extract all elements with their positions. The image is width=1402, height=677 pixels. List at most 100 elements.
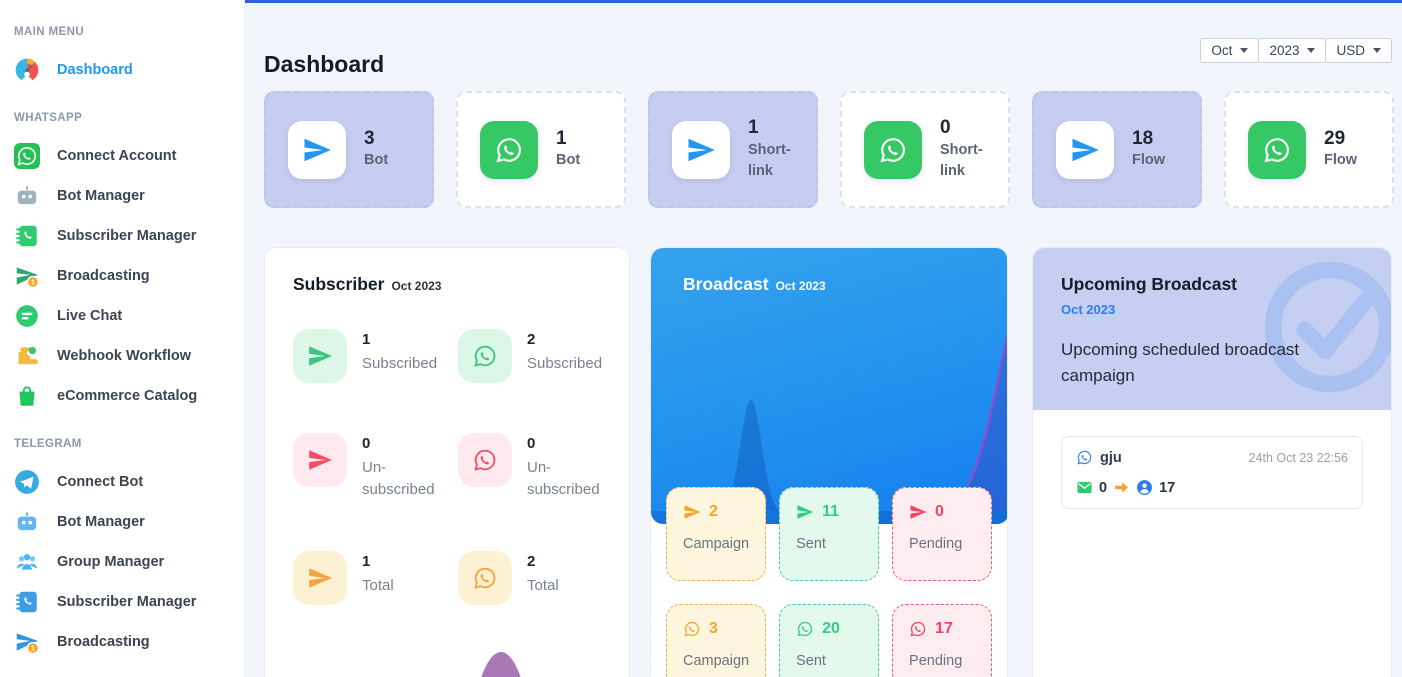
contacts-book-icon: [14, 589, 40, 615]
sidebar: MAIN MENU Dashboard WHATSAPP Connect Acc…: [0, 0, 245, 677]
telegram-plane-icon: [293, 329, 347, 383]
sidebar-item-wa-subscriber-manager[interactable]: Subscriber Manager: [0, 216, 244, 256]
stat-value: 0: [940, 117, 951, 139]
paper-plane-coin-icon: [14, 629, 40, 655]
stat-card-whatsapp-flow: 29 Flow: [1224, 91, 1394, 208]
sidebar-item-label: Live Chat: [57, 308, 123, 324]
sidebar-item-tg-connect-bot[interactable]: Connect Bot: [0, 462, 244, 502]
stat-value: 0: [362, 435, 371, 452]
stat-card-whatsapp-bot: 1 Bot: [456, 91, 626, 208]
sent-count: 0: [1099, 479, 1108, 496]
sidebar-item-label: Bot Manager: [57, 188, 145, 204]
sidebar-item-wa-live-chat[interactable]: Live Chat: [0, 296, 244, 336]
broadcast-chart-card: Broadcast Oct 2023: [651, 248, 1007, 524]
telegram-plane-icon: [288, 120, 346, 179]
sidebar-item-label: Connect Account: [57, 148, 177, 164]
robot-icon: [14, 509, 40, 535]
stat-value: 2: [527, 552, 536, 570]
campaign-name: gju: [1100, 449, 1122, 466]
telegram-plane-icon: [684, 505, 701, 519]
stat-value: 1: [556, 127, 567, 149]
sidebar-item-label: Broadcasting: [57, 268, 150, 284]
stat-cards-row: 3 Bot 1 Bot 1 Short-link 0 Short-link: [264, 91, 1394, 208]
upcoming-broadcast-list-item[interactable]: gju 24th Oct 23 22:56 0 17: [1061, 436, 1363, 509]
stat-label: Total: [527, 576, 559, 594]
stat-label: Bot: [364, 152, 389, 169]
whatsapp-icon: [910, 621, 926, 637]
subscriber-panel-title: Subscriber: [293, 274, 385, 294]
whatsapp-icon: [458, 550, 512, 605]
chat-bubble-icon: [14, 303, 40, 329]
stat-value: 0: [935, 503, 944, 520]
filter-group: Oct 2023 USD: [1200, 38, 1392, 63]
envelope-icon: [1076, 481, 1093, 494]
whatsapp-icon: [1248, 120, 1306, 179]
stat-label: Un-subscribed: [527, 459, 600, 498]
sidebar-item-label: eCommerce Catalog: [57, 388, 198, 404]
stat-label: Subscribed: [362, 355, 438, 372]
sidebar-item-tg-subscriber-manager[interactable]: Subscriber Manager: [0, 582, 244, 622]
year-filter-dropdown[interactable]: 2023: [1258, 38, 1327, 63]
puzzle-icon: [14, 343, 40, 369]
subscriber-area-chart: [481, 652, 521, 677]
stat-value: 17: [935, 620, 953, 637]
currency-filter-dropdown[interactable]: USD: [1325, 38, 1392, 63]
month-filter-dropdown[interactable]: Oct: [1200, 38, 1260, 63]
broadcast-panel-period: Oct 2023: [775, 279, 826, 293]
broadcast-stats-grid: 2 Campaign 11 Sent 0 Pending 3 Campai: [651, 487, 1007, 677]
telegram-plane-icon: [797, 505, 814, 519]
sidebar-item-wa-connect-account[interactable]: Connect Account: [0, 136, 244, 176]
subscriber-stat-telegram-subscribed: 1 Subscribed: [293, 329, 448, 383]
whatsapp-icon: [864, 120, 922, 179]
stat-card-telegram-flow: 18 Flow: [1032, 91, 1202, 208]
upcoming-broadcast-description: Upcoming scheduled broadcast campaign: [1061, 340, 1300, 385]
telegram-icon: [14, 469, 40, 495]
section-label-whatsapp: WHATSAPP: [14, 112, 83, 124]
sidebar-item-tg-group-manager[interactable]: Group Manager: [0, 542, 244, 582]
stat-card-whatsapp-shortlink: 0 Short-link: [840, 91, 1010, 208]
sidebar-item-wa-bot-manager[interactable]: Bot Manager: [0, 176, 244, 216]
whatsapp-icon: [458, 433, 512, 487]
month-filter-value: Oct: [1211, 43, 1233, 58]
section-label-main-menu: MAIN MENU: [14, 26, 85, 38]
year-filter-value: 2023: [1269, 43, 1300, 58]
subscriber-stat-whatsapp-subscribed: 2 Subscribed: [458, 329, 613, 383]
sidebar-item-tg-bot-manager[interactable]: Bot Manager: [0, 502, 244, 542]
stat-value: 20: [822, 620, 840, 637]
sidebar-item-dashboard[interactable]: Dashboard: [0, 50, 244, 90]
stat-value: 29: [1324, 127, 1346, 149]
upcoming-broadcast-title: Upcoming Broadcast: [1061, 274, 1237, 294]
broadcast-stat-telegram-pending: 0 Pending: [892, 487, 992, 581]
subscriber-stat-telegram-unsubscribed: 0 Un-subscribed: [293, 433, 448, 501]
stat-value: 3: [364, 127, 375, 149]
subscriber-panel: Subscriber Oct 2023 1 Subscribed 2 Subscr…: [264, 247, 630, 677]
sidebar-item-tg-broadcasting[interactable]: Broadcasting: [0, 622, 244, 662]
check-circle-icon: [1264, 261, 1391, 393]
stat-label: Pending: [909, 536, 963, 552]
person-circle-icon: [1137, 480, 1153, 495]
whatsapp-icon: [14, 143, 40, 169]
broadcast-stat-whatsapp-campaign: 3 Campaign: [666, 604, 767, 677]
sidebar-item-wa-webhook-workflow[interactable]: Webhook Workflow: [0, 336, 244, 376]
arrow-right-icon: [1115, 482, 1128, 493]
whatsapp-icon: [797, 621, 813, 637]
chevron-down-icon: [1240, 48, 1249, 53]
broadcast-stat-telegram-sent: 11 Sent: [779, 487, 880, 581]
stat-value: 2: [709, 503, 718, 520]
section-label-telegram: TELEGRAM: [14, 438, 82, 450]
stat-value: 1: [362, 552, 371, 570]
robot-icon: [14, 183, 40, 209]
sidebar-item-label: Webhook Workflow: [57, 348, 191, 364]
stat-label: Short-link: [748, 141, 791, 179]
sidebar-item-wa-ecommerce-catalog[interactable]: eCommerce Catalog: [0, 376, 244, 416]
whatsapp-icon: [480, 120, 538, 179]
stat-label: Sent: [796, 536, 826, 552]
subscriber-stat-telegram-total: 1 Total: [293, 550, 448, 605]
sidebar-item-label: Subscriber Manager: [57, 594, 197, 610]
broadcast-panel: Broadcast Oct 2023 2 Campaign 11: [650, 247, 1008, 677]
stat-label: Sent: [796, 653, 826, 669]
shopping-bag-icon: [14, 383, 40, 409]
chevron-down-icon: [1373, 48, 1381, 53]
sidebar-item-wa-broadcasting[interactable]: Broadcasting: [0, 256, 244, 296]
